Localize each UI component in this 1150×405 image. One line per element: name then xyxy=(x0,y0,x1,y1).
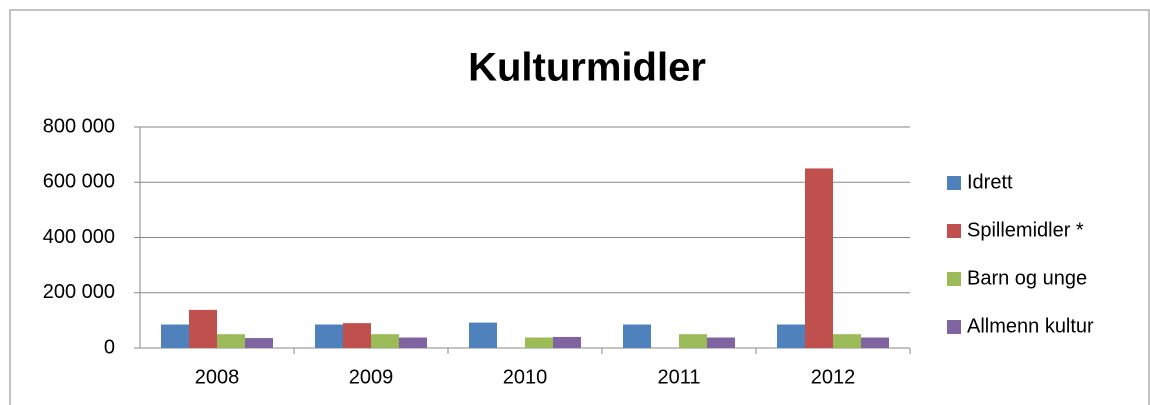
x-tick-label: 2010 xyxy=(503,366,548,388)
bar xyxy=(525,337,553,348)
legend-swatch xyxy=(947,224,961,238)
x-tick-label: 2011 xyxy=(657,366,700,388)
bar xyxy=(805,168,833,348)
bar xyxy=(161,324,189,348)
y-tick-label: 400 000 xyxy=(43,226,115,248)
chart-title: Kulturmidler xyxy=(468,46,706,90)
bar xyxy=(861,337,889,348)
bar xyxy=(777,324,805,348)
x-tick-label: 2008 xyxy=(195,366,240,388)
bar xyxy=(245,338,273,348)
y-tick-label: 600 000 xyxy=(43,171,115,193)
bar xyxy=(679,334,707,348)
legend-swatch xyxy=(947,320,961,334)
legend-label: Idrett xyxy=(967,171,1013,193)
x-tick-label: 2012 xyxy=(811,366,856,388)
legend-label: Allmenn kultur xyxy=(967,315,1094,337)
bar xyxy=(343,323,371,348)
bar xyxy=(399,337,427,348)
bar xyxy=(371,334,399,348)
legend-swatch xyxy=(947,272,961,286)
bar xyxy=(469,322,497,348)
bar xyxy=(217,334,245,348)
y-tick-label: 200 000 xyxy=(43,281,115,303)
bar xyxy=(189,309,217,348)
legend-label: Barn og unge xyxy=(967,267,1087,289)
bar xyxy=(833,334,861,348)
legend-label: Spillemidler * xyxy=(967,219,1084,241)
legend-swatch xyxy=(947,176,961,190)
bar xyxy=(553,336,581,348)
y-tick-label: 800 000 xyxy=(43,115,115,137)
bar xyxy=(315,324,343,348)
bar xyxy=(707,337,735,348)
x-tick-label: 2009 xyxy=(349,366,394,388)
bar xyxy=(623,324,651,348)
y-tick-label: 0 xyxy=(104,336,115,358)
